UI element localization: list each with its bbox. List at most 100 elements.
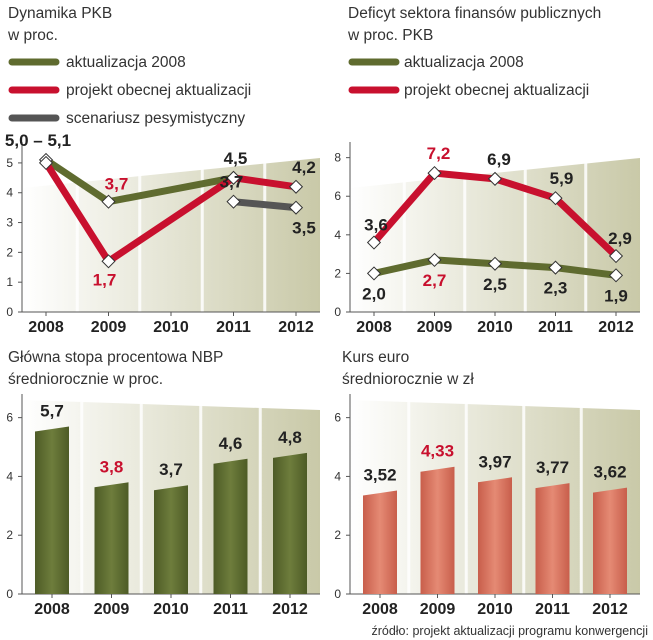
- chart-title-line2: średniorocznie w proc.: [8, 371, 163, 388]
- data-label: 2,0: [362, 284, 386, 303]
- y-tick-label: 5: [6, 156, 13, 170]
- data-point: [288, 200, 304, 215]
- x-tick-label: 2008: [356, 319, 392, 336]
- data-point: [101, 254, 116, 269]
- x-tick-label: 2009: [94, 601, 130, 618]
- bar: [363, 490, 397, 594]
- bar-value-label: 4,6: [219, 434, 243, 453]
- bar-value-label: 4,33: [421, 442, 454, 461]
- y-tick-label: 0: [6, 305, 13, 319]
- chart-title-line1: Kurs euro: [342, 349, 409, 366]
- x-tick-label: 2012: [272, 601, 308, 618]
- data-point: [427, 166, 442, 181]
- y-tick-label: 6: [334, 411, 341, 425]
- data-point: [226, 170, 241, 185]
- data-label: 4,5: [224, 149, 248, 168]
- data-label: 1,7: [93, 270, 117, 289]
- x-tick-label: 2010: [153, 319, 189, 336]
- euro-rate-chart: Kurs euro średniorocznie w zł 0 2 4 6 2008 20…: [334, 349, 640, 618]
- chart-title-line1: Deficyt sektora finansów publicznych: [348, 5, 601, 22]
- data-label: 5,0 – 5,1: [5, 131, 71, 150]
- y-tick-label: 0: [6, 587, 13, 601]
- legend: aktualizacja 2008 projekt obecnej aktual…: [8, 54, 251, 127]
- legend-label: scenariusz pesymistyczny: [66, 110, 245, 127]
- chart-title-line2: w proc. PKB: [347, 27, 433, 44]
- interest-rate-chart: Główna stopa procentowa NBP średnioroczn…: [6, 349, 320, 618]
- chart-title-line2: średniorocznie w zł: [342, 371, 474, 388]
- y-tick-label: 6: [6, 411, 13, 425]
- y-tick-label: 3: [6, 216, 13, 230]
- data-label: 3,5: [292, 219, 316, 238]
- y-tick-label: 1: [6, 275, 13, 289]
- chart-title-line1: Główna stopa procentowa NBP: [8, 349, 223, 366]
- data-point: [38, 155, 54, 170]
- data-point: [366, 266, 382, 281]
- bar-value-label: 4,8: [278, 428, 302, 447]
- data-label: 2,9: [608, 229, 632, 248]
- plot-background: [350, 158, 640, 312]
- y-tick-label: 0: [334, 587, 341, 601]
- y-tick-label: 4: [334, 469, 341, 483]
- bar: [213, 458, 248, 594]
- y-tick-label: 4: [6, 469, 13, 483]
- bar: [35, 426, 69, 594]
- data-point: [288, 179, 304, 194]
- y-tick-label: 2: [6, 245, 13, 259]
- y-tick-label: 2: [334, 528, 341, 542]
- x-tick-label: 2011: [535, 601, 570, 618]
- bar-value-label: 3,62: [593, 463, 626, 482]
- x-tick-label: 2010: [477, 319, 513, 336]
- y-tick-label: 4: [334, 228, 341, 242]
- bar-value-label: 3,77: [536, 458, 569, 477]
- x-tick-label: 2011: [538, 319, 573, 336]
- y-tick-label: 2: [6, 528, 13, 542]
- legend-label: projekt obecnej aktualizacji: [66, 82, 251, 99]
- bar: [94, 482, 129, 594]
- bar: [273, 452, 307, 594]
- x-tick-label: 2009: [417, 319, 453, 336]
- data-point: [226, 194, 241, 209]
- source-note: źródło: projekt aktualizacji programu ko…: [371, 624, 648, 638]
- x-tick-label: 2009: [420, 601, 456, 618]
- x-tick-label: 2011: [213, 601, 248, 618]
- x-tick-label: 2012: [592, 601, 628, 618]
- data-label: 2,3: [544, 279, 568, 298]
- data-label: 2,5: [483, 275, 507, 294]
- data-label: 5,9: [550, 169, 574, 188]
- legend: aktualizacja 2008 projekt obecnej aktual…: [348, 54, 589, 99]
- data-label: 2,7: [423, 271, 447, 290]
- data-label: 4,2: [292, 158, 316, 177]
- bar: [420, 466, 455, 594]
- data-point: [548, 260, 563, 275]
- data-label: 3,6: [364, 216, 388, 235]
- x-tick-label: 2012: [278, 319, 314, 336]
- x-tick-label: 2010: [153, 601, 189, 618]
- x-tick-label: 2008: [28, 319, 64, 336]
- data-label: 7,2: [427, 144, 451, 163]
- y-tick-label: 2: [334, 266, 341, 280]
- data-label: 3,7: [105, 175, 129, 194]
- data-label: 3,7: [220, 173, 244, 192]
- bar: [154, 485, 188, 594]
- bar: [478, 477, 512, 594]
- x-tick-label: 2010: [477, 601, 513, 618]
- x-tick-label: 2011: [216, 319, 251, 336]
- y-tick-label: 8: [334, 151, 341, 165]
- bar-value-label: 5,7: [40, 401, 64, 420]
- y-tick-label: 4: [6, 186, 13, 200]
- chart-title-line2: w proc.: [7, 27, 58, 44]
- series-line: [230, 198, 300, 212]
- legend-label: aktualizacja 2008: [404, 54, 524, 71]
- bar: [535, 483, 570, 594]
- x-tick-label: 2008: [362, 601, 398, 618]
- x-tick-label: 2012: [598, 319, 634, 336]
- bar-value-label: 3,8: [100, 457, 124, 476]
- y-tick-label: 6: [334, 189, 341, 203]
- bar: [593, 487, 627, 594]
- legend-label: aktualizacja 2008: [66, 54, 186, 71]
- data-point: [101, 194, 116, 209]
- series-line: [42, 159, 300, 265]
- data-point: [608, 268, 624, 283]
- bar-value-label: 3,7: [159, 460, 183, 479]
